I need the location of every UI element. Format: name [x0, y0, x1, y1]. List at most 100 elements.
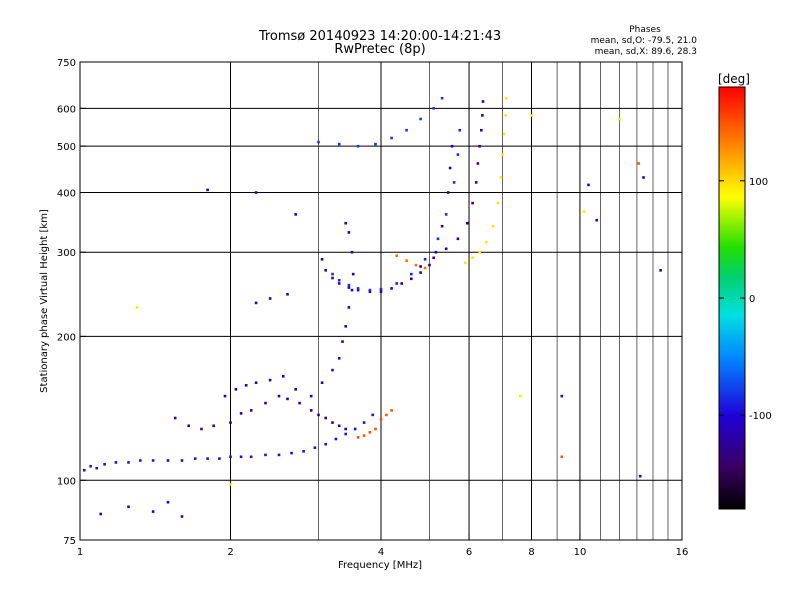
- echo-point: [419, 271, 422, 274]
- echo-point: [317, 413, 320, 417]
- x-tick-label: 6: [466, 547, 472, 558]
- colorbar-ticks: 100 0 -100: [719, 177, 772, 422]
- echo-point: [471, 256, 474, 260]
- echo-point: [356, 436, 360, 439]
- echo-point: [298, 401, 301, 405]
- echo-point: [414, 263, 418, 267]
- echo-point: [286, 397, 289, 401]
- echo-point: [476, 162, 480, 165]
- echo-point: [362, 421, 366, 424]
- x-tick-label: 1: [77, 547, 83, 558]
- echo-point: [277, 394, 281, 398]
- echo-point: [229, 421, 232, 424]
- echo-point: [458, 128, 462, 132]
- echo-point: [428, 263, 431, 267]
- echo-point: [440, 224, 444, 228]
- echo-point: [347, 231, 351, 234]
- echo-point: [423, 258, 427, 261]
- x-tick-label: 10: [574, 547, 587, 558]
- echo-point: [223, 394, 227, 398]
- echo-point: [446, 191, 450, 194]
- echo-point: [371, 413, 374, 417]
- echo-point: [83, 468, 86, 472]
- echo-point: [331, 272, 334, 276]
- echo-point: [309, 409, 313, 412]
- echo-point: [478, 250, 481, 254]
- stats-x: mean, sd,X: 89.6, 28.3: [595, 47, 697, 57]
- echo-point: [379, 287, 383, 291]
- echo-point: [180, 515, 184, 518]
- echo-point: [309, 394, 313, 398]
- echo-point: [499, 176, 503, 179]
- y-axis-label: Stationary phase Virtual Height [km]: [39, 209, 50, 393]
- echo-point: [390, 136, 393, 140]
- echo-point: [444, 247, 448, 251]
- echo-point: [334, 437, 338, 441]
- y-tick-label: 300: [57, 248, 76, 259]
- echo-point: [481, 114, 484, 117]
- echo-point: [313, 446, 317, 449]
- echo-point: [337, 142, 341, 146]
- echo-point: [595, 218, 598, 222]
- echo-point: [337, 424, 341, 428]
- echo-point: [368, 288, 372, 292]
- echo-point: [320, 381, 324, 384]
- y-tick-label: 100: [57, 476, 76, 487]
- colorbar-tick-label: 0: [749, 294, 755, 305]
- echo-point: [436, 237, 440, 241]
- echo-point: [368, 431, 372, 434]
- echo-point: [294, 213, 297, 216]
- echo-point: [448, 166, 452, 170]
- echo-point: [344, 427, 347, 431]
- echo-point: [341, 340, 344, 343]
- echo-point: [638, 474, 642, 478]
- echo-point: [440, 96, 444, 100]
- echo-point: [151, 510, 155, 513]
- echo-point: [560, 455, 564, 459]
- echo-point: [200, 427, 203, 431]
- echo-point: [395, 254, 398, 257]
- echo-point: [114, 461, 118, 464]
- echo-point: [206, 457, 209, 460]
- chart-title-line1: Tromsø 20140923 14:20:00-14:21:43: [258, 29, 501, 44]
- echo-point: [374, 427, 377, 431]
- echo-point: [405, 259, 408, 262]
- echo-point: [193, 457, 197, 460]
- echo-point: [379, 418, 383, 421]
- echo-point: [331, 421, 334, 424]
- echo-point: [212, 424, 215, 428]
- echo-point: [331, 276, 334, 280]
- echo-point: [331, 368, 334, 372]
- x-axis-label: Frequency [MHz]: [338, 560, 422, 571]
- echo-point: [135, 306, 139, 309]
- echo-point: [344, 221, 347, 225]
- echo-point: [290, 451, 293, 455]
- x-tick-label: 2: [227, 547, 233, 558]
- echo-point: [390, 287, 393, 290]
- echo-point: [229, 455, 232, 459]
- echo-point: [410, 272, 413, 276]
- echo-point: [187, 424, 190, 428]
- echo-point: [356, 288, 360, 292]
- echo-point: [234, 388, 238, 391]
- echo-point: [400, 282, 403, 285]
- echo-point: [254, 381, 258, 384]
- echo-point: [347, 286, 351, 289]
- echo-point: [637, 162, 640, 165]
- echo-point: [206, 188, 209, 192]
- echo-point: [432, 107, 435, 110]
- y-tick-label: 75: [63, 536, 76, 547]
- echo-point: [317, 140, 320, 144]
- echo-point: [139, 459, 142, 462]
- echo-point: [337, 282, 341, 285]
- echo-point: [432, 256, 435, 260]
- echo-point: [464, 261, 467, 265]
- echo-point: [324, 442, 327, 446]
- echo-point: [180, 459, 184, 462]
- echo-point: [642, 176, 645, 179]
- echo-point: [478, 144, 481, 148]
- echo-point: [423, 266, 427, 270]
- echo-point: [324, 416, 327, 420]
- x-tick-label: 4: [378, 547, 384, 558]
